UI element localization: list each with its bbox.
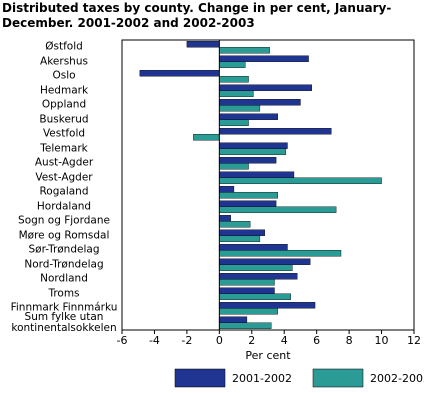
y-tick-label: Sogn og Fjordane	[18, 214, 110, 227]
bar	[219, 273, 298, 280]
x-tick-label: 0	[216, 334, 223, 347]
legend-label: 2001-2002	[232, 372, 292, 385]
bar	[219, 200, 277, 207]
bar	[219, 171, 295, 178]
bar	[219, 215, 231, 222]
y-tick-label: Aust-Agder	[34, 156, 94, 169]
y-tick-label: Hordaland	[36, 200, 92, 213]
x-tick-label: 6	[313, 334, 320, 347]
y-tick-label: Vest-Agder	[35, 171, 93, 184]
plot-frame	[121, 39, 415, 331]
bar	[219, 308, 278, 315]
bar	[219, 105, 261, 112]
bar	[219, 264, 293, 271]
x-tick-label: -4	[149, 334, 160, 347]
bar	[219, 244, 288, 251]
bar	[219, 316, 248, 323]
y-tick-label: Oppland	[41, 98, 87, 111]
bar	[219, 186, 235, 193]
bar	[219, 119, 249, 126]
y-tick-label: Vestfold	[42, 127, 86, 140]
y-tick-label: Finnmark Finnmárku	[10, 301, 118, 314]
x-tick-label: -6	[117, 334, 128, 347]
bar	[219, 177, 382, 184]
bar	[219, 229, 265, 236]
legend-label: 2002-2003	[370, 372, 424, 385]
x-tick-label: 2	[248, 334, 255, 347]
bar	[219, 76, 249, 83]
y-tick-label: Akershus	[40, 55, 88, 68]
bar	[219, 192, 278, 199]
bar	[219, 99, 301, 106]
y-tick-label: Østfold	[45, 40, 83, 53]
bar	[219, 250, 342, 257]
x-tick-label: 4	[281, 334, 288, 347]
bar	[193, 134, 220, 141]
y-tick-label: Buskerud	[39, 113, 89, 126]
y-tick-label: Nordland	[40, 272, 88, 285]
bar	[219, 113, 278, 120]
y-tick-label: Oslo	[52, 69, 76, 82]
bar	[219, 84, 312, 91]
y-tick-label: Nord-Trøndelag	[24, 258, 104, 271]
x-tick-label: 8	[346, 334, 353, 347]
bar	[219, 302, 316, 309]
bar	[219, 293, 291, 300]
bar	[219, 287, 275, 294]
bar	[219, 206, 337, 213]
y-tick-label: Sør-Trøndelag	[28, 243, 100, 256]
y-tick-label: Møre og Romsdal	[18, 229, 110, 242]
bar	[186, 41, 220, 48]
bar	[219, 61, 246, 68]
bar	[219, 221, 251, 228]
bar	[219, 148, 287, 155]
y-tick-label: Sum fylke utan kontinentalsokkelen	[11, 310, 117, 334]
x-tick-label: -2	[181, 334, 192, 347]
bar	[219, 322, 272, 329]
bar	[219, 157, 277, 164]
bar	[219, 128, 332, 135]
x-axis-label: Per cent	[245, 349, 291, 362]
y-tick-label: Hedmark	[39, 84, 89, 97]
bar	[219, 258, 311, 265]
y-tick-label: Troms	[48, 287, 80, 300]
bar	[219, 163, 249, 170]
x-tick-label: 12	[407, 334, 421, 347]
x-tick-label: 10	[375, 334, 389, 347]
bar	[219, 55, 309, 62]
bar	[219, 142, 288, 149]
bar	[219, 47, 270, 54]
legend-swatch	[312, 368, 364, 388]
bar	[219, 279, 275, 286]
y-tick-label: Telemark	[40, 142, 88, 155]
bar	[219, 90, 254, 97]
y-tick-label: Rogaland	[39, 185, 89, 198]
chart-title: Distributed taxes by county. Change in p…	[2, 1, 392, 30]
legend-swatch	[174, 368, 226, 388]
bar	[219, 235, 261, 242]
bar	[139, 70, 220, 77]
